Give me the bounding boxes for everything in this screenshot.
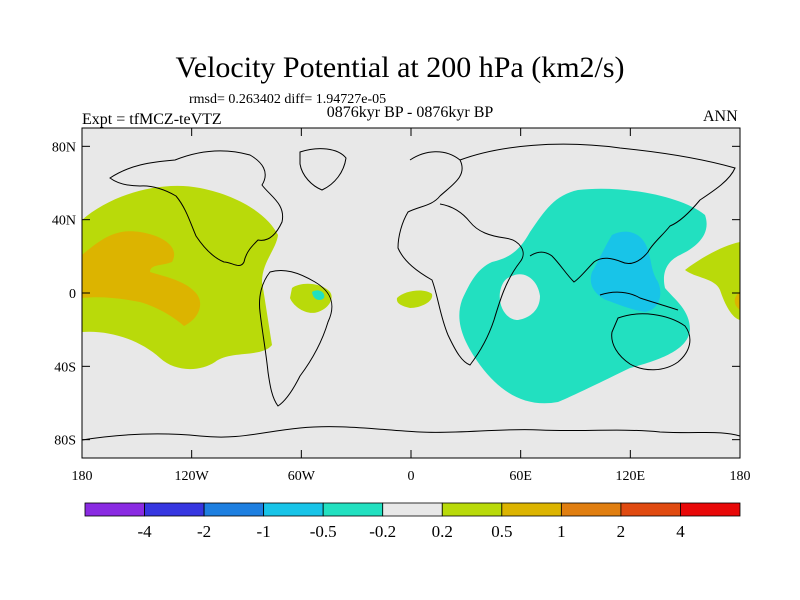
colorbar-label-1: -2 <box>197 522 211 541</box>
colorbar-box-0 <box>84 502 145 517</box>
y-tick-label-2: 0 <box>69 287 76 302</box>
coastline-asia <box>459 143 736 283</box>
x-tick-label-4: 60E <box>509 469 532 484</box>
colorbar-label-0: -4 <box>137 522 152 541</box>
x-tick-label-2: 60W <box>288 469 316 484</box>
colorbar-box-3 <box>263 502 324 517</box>
colorbar-box-10 <box>680 502 741 517</box>
x-tick-label-1: 120W <box>175 469 210 484</box>
contour-region-pacific-core <box>82 231 201 326</box>
colorbar-label-5: 0.2 <box>432 522 453 541</box>
colorbar-box-1 <box>144 502 205 517</box>
x-axis: 180 120W 60W 0 60E 120E 180 <box>72 128 751 484</box>
contour-region-brazil-positive <box>290 283 332 313</box>
contour-region-brazil-negative <box>312 290 325 300</box>
stats-line: rmsd= 0.263402 diff= 1.94727e-05 <box>189 92 387 107</box>
center-label: 0876kyr BP - 0876kyr BP <box>326 104 494 121</box>
coastline-south-america <box>259 269 333 407</box>
x-tick-label-6: 180 <box>730 469 751 484</box>
colorbar-label-9: 4 <box>676 522 685 541</box>
colorbar <box>84 502 741 517</box>
contour-fields <box>82 185 740 404</box>
contour-region-atlantic-positive <box>396 290 433 308</box>
x-tick-label-0: 180 <box>72 469 93 484</box>
contour-region-maritime-negative <box>590 231 661 312</box>
colorbar-label-8: 2 <box>617 522 626 541</box>
right-label: ANN <box>703 108 738 125</box>
y-tick-label-3: 40S <box>54 360 76 375</box>
contour-region-east-pacific-core <box>734 292 740 310</box>
colorbar-box-2 <box>203 502 265 517</box>
colorbar-box-5 <box>382 502 443 517</box>
coastline-indonesia <box>599 291 679 311</box>
colorbar-label-7: 1 <box>557 522 566 541</box>
y-tick-label-0: 80N <box>52 140 76 155</box>
colorbar-label-6: 0.5 <box>491 522 512 541</box>
coastline-australia <box>611 313 691 371</box>
coastline-greenland <box>299 148 347 191</box>
y-tick-label-4: 80S <box>54 434 76 449</box>
contour-region-east-pacific-positive <box>685 242 740 320</box>
colorbar-label-3: -0.5 <box>310 522 337 541</box>
colorbar-label-2: -1 <box>257 522 271 541</box>
coastline-europe-africa <box>397 151 524 366</box>
colorbar-box-9 <box>620 502 681 517</box>
chart-title: Velocity Potential at 200 hPa (km2/s) <box>175 51 625 84</box>
y-axis: 80N 40N 0 40S 80S <box>52 140 740 449</box>
contour-region-indian-negative <box>459 188 707 404</box>
colorbar-label-4: -0.2 <box>369 522 396 541</box>
coastline-antarctica <box>81 426 741 441</box>
x-tick-label-5: 120E <box>616 469 646 484</box>
left-label: Expt = tfMCZ-teVTZ <box>82 111 222 128</box>
coastlines <box>81 143 741 441</box>
x-tick-label-3: 0 <box>408 469 415 484</box>
colorbar-box-8 <box>560 502 622 517</box>
colorbar-box-7 <box>501 502 562 517</box>
y-tick-label-1: 40N <box>52 214 76 229</box>
colorbar-box-6 <box>441 502 503 517</box>
coastline-north-america <box>109 150 284 267</box>
colorbar-labels: -4 -2 -1 -0.5 -0.2 0.2 0.5 1 2 4 <box>137 522 685 541</box>
colorbar-box-4 <box>322 502 384 517</box>
